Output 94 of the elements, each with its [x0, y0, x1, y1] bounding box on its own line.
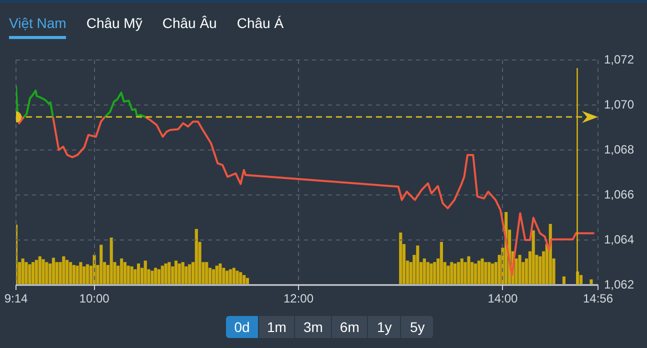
text: Châu Mỹ [86, 15, 142, 33]
bar [157, 269, 160, 284]
bar [38, 256, 42, 284]
bar [120, 258, 124, 284]
bar [136, 264, 140, 284]
bar [45, 262, 48, 284]
bar [21, 258, 24, 284]
text: 0d [226, 316, 258, 338]
bar [184, 266, 188, 284]
bar [123, 262, 126, 284]
bar [460, 258, 464, 284]
bar [518, 254, 522, 284]
bar [130, 266, 134, 284]
bar [562, 276, 566, 284]
bar [32, 262, 35, 284]
bar [215, 266, 218, 284]
bar [446, 266, 450, 284]
bar [590, 279, 593, 284]
bar [440, 242, 443, 284]
bar [218, 264, 222, 284]
text: Châu Á [236, 15, 284, 33]
bar [168, 262, 171, 284]
bar [144, 260, 147, 284]
bar [110, 238, 113, 284]
bar [79, 262, 82, 284]
bar [399, 232, 402, 284]
bar [450, 262, 454, 284]
bar [82, 266, 86, 284]
bar [62, 256, 66, 284]
bar [242, 275, 246, 284]
bar [52, 258, 55, 284]
bar [126, 266, 130, 284]
text: Châu Âu [162, 15, 217, 33]
y-tick-label: 1,066 [604, 187, 634, 202]
bar [164, 264, 168, 284]
text: Việt Nam [9, 15, 66, 39]
bar [426, 262, 430, 284]
bar [222, 268, 226, 284]
bar [24, 262, 28, 284]
bar [28, 264, 32, 284]
bar [467, 256, 470, 284]
bar [181, 262, 184, 284]
bar [34, 260, 38, 284]
y-tick-label: 1,068 [604, 142, 634, 156]
x-tick-label: 9:14 [4, 292, 28, 306]
bar [456, 262, 460, 284]
bar [188, 264, 192, 284]
bar [416, 246, 420, 284]
bar [42, 259, 45, 284]
x-tick-label: 14:56 [582, 292, 614, 306]
x-tick-label: 14:00 [488, 292, 518, 306]
bar [477, 260, 480, 284]
x-tick-label: 10:00 [79, 292, 110, 306]
bar [194, 228, 198, 284]
bar [205, 262, 208, 284]
bar [433, 262, 436, 284]
bar [484, 262, 488, 284]
bar [474, 264, 477, 284]
bar [239, 272, 242, 284]
bar [488, 262, 491, 284]
bar [66, 260, 69, 284]
text: 1m [258, 316, 294, 338]
y-tick-label: 1,062 [604, 277, 634, 292]
text: 6m [330, 316, 368, 338]
bar [160, 266, 164, 284]
bar [226, 270, 229, 284]
x-tick-label: 12:00 [283, 292, 314, 306]
bar [154, 268, 158, 284]
bar [490, 264, 494, 284]
bar [480, 258, 484, 284]
bar [178, 264, 181, 284]
bar [454, 264, 457, 284]
bar [212, 269, 215, 284]
bar [236, 270, 239, 284]
bar [55, 262, 58, 284]
bar [422, 258, 426, 284]
bar [246, 278, 249, 284]
y-tick-label: 1,070 [604, 97, 634, 112]
bar [430, 264, 433, 284]
text: 5y [400, 316, 434, 338]
bar [72, 264, 76, 284]
bar [232, 268, 236, 284]
text: 1y [367, 316, 400, 338]
y-tick-label: 1,072 [604, 52, 634, 66]
y-tick-label: 1,064 [604, 232, 634, 246]
bar [228, 269, 232, 284]
bar [174, 260, 178, 284]
bar [68, 262, 72, 284]
bar [76, 266, 79, 284]
bar [100, 244, 103, 284]
bar [150, 270, 154, 284]
bar [532, 230, 535, 284]
text: 3m [294, 316, 331, 338]
bar [86, 264, 89, 284]
